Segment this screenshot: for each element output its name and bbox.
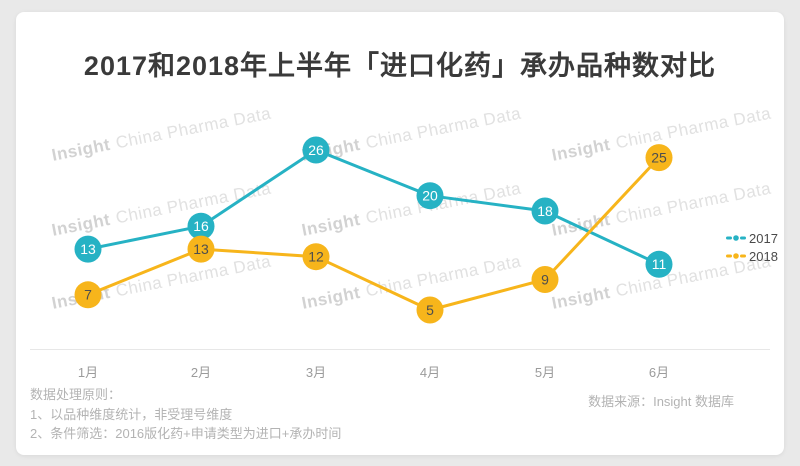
- footnote-heading: 数据处理原则：: [30, 387, 122, 402]
- data-point-2017-3月[interactable]: [302, 136, 330, 164]
- data-label-2018-5月: 9: [541, 271, 549, 287]
- data-label-2018-2月: 13: [193, 241, 209, 257]
- footnote-line-1: 1、以品种维度统计，非受理号维度: [30, 406, 233, 422]
- data-point-2017-2月[interactable]: [187, 212, 215, 240]
- legend-marker-2018: [726, 253, 746, 259]
- data-source-note: 数据来源：Insight 数据库: [588, 394, 734, 409]
- data-label-2018-4月: 5: [426, 302, 434, 318]
- data-point-2018-5月[interactable]: [531, 266, 559, 293]
- axis-label-2月: 2月: [190, 365, 212, 380]
- series-line-2017: [87, 148, 660, 266]
- series-line-2018: [87, 156, 661, 312]
- chart-card: 2017和2018年上半年「进口化药」承办品种数对比 Insight China …: [16, 12, 784, 455]
- axis-label-6月: 6月: [648, 365, 670, 380]
- legend-marker-2017: [726, 235, 746, 241]
- axis-label-4月: 4月: [419, 365, 441, 380]
- line-chart: 13 16 26 20 18 11 7 13 12 5 9 25: [74, 136, 673, 324]
- chart-legend: 2017 2018: [726, 230, 778, 264]
- data-label-2017-5月: 18: [537, 203, 553, 219]
- data-point-2017-5月[interactable]: [531, 197, 559, 225]
- data-point-2018-4月[interactable]: [416, 296, 444, 324]
- data-point-2017-1月[interactable]: [74, 235, 102, 263]
- data-label-2018-6月: 25: [651, 149, 667, 165]
- data-label-2017-3月: 26: [308, 142, 324, 158]
- data-label-2018-3月: 12: [308, 248, 324, 264]
- data-point-2018-6月[interactable]: [645, 144, 673, 172]
- data-label-2018-1月: 7: [84, 287, 92, 303]
- legend-label-2018: 2018: [749, 248, 778, 264]
- axis-label-3月: 3月: [305, 365, 327, 380]
- x-axis-line: [30, 349, 770, 350]
- data-point-2018-2月[interactable]: [187, 235, 215, 263]
- legend-item-2018[interactable]: 2018: [726, 248, 778, 264]
- data-point-2017-4月[interactable]: [416, 182, 444, 210]
- data-point-2018-3月[interactable]: [302, 243, 330, 271]
- data-label-2017-2月: 16: [193, 218, 209, 234]
- data-label-2017-6月: 11: [652, 256, 667, 272]
- data-point-2017-6月[interactable]: [645, 250, 673, 278]
- data-label-2017-4月: 20: [422, 188, 438, 204]
- legend-label-2017: 2017: [749, 230, 778, 246]
- legend-item-2017[interactable]: 2017: [726, 230, 778, 246]
- axis-label-1月: 1月: [77, 365, 99, 380]
- footnotes: 数据处理原则： 1、以品种维度统计，非受理号维度 2、条件筛选：2016版化药+…: [30, 385, 341, 444]
- footnote-line-2: 2、条件筛选：2016版化药+申请类型为进口+承办时间: [30, 426, 342, 441]
- data-label-2017-1月: 13: [80, 241, 96, 257]
- axis-label-5月: 5月: [534, 365, 556, 380]
- data-point-2018-1月[interactable]: [74, 281, 102, 309]
- chart-title: 2017和2018年上半年「进口化药」承办品种数对比: [83, 51, 717, 81]
